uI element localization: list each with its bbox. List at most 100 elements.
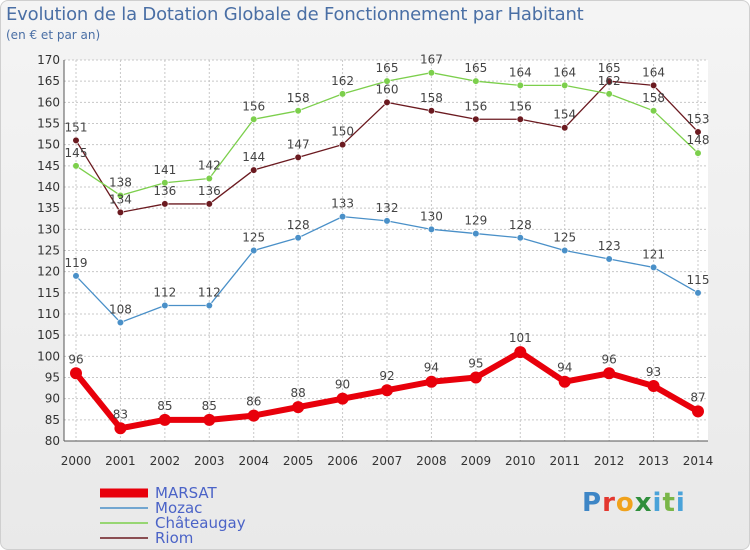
grid	[64, 59, 708, 442]
data-label-mozac: 108	[109, 302, 132, 316]
data-point-marsat	[247, 409, 260, 422]
data-point-riom	[338, 141, 347, 149]
data-point-mozac	[383, 217, 391, 225]
data-point-chateaugay	[694, 149, 702, 157]
data-point-riom	[72, 136, 80, 145]
y-tick-label: 110	[37, 307, 60, 321]
x-tick-label: 2014	[683, 454, 714, 468]
data-label-chateaugay: 164	[509, 65, 532, 79]
data-label-chateaugay: 162	[598, 74, 621, 88]
data-point-chateaugay	[205, 174, 213, 183]
chart-title: Evolution de la Dotation Globale de Fonc…	[6, 4, 584, 25]
data-point-riom	[694, 128, 702, 136]
data-label-riom: 151	[65, 120, 88, 134]
data-point-mozac	[116, 318, 125, 327]
data-label-riom: 160	[376, 82, 399, 96]
x-tick-label: 2001	[105, 454, 136, 468]
data-point-mozac	[472, 229, 480, 238]
y-tick-label: 170	[37, 53, 60, 67]
data-point-riom	[561, 124, 569, 132]
data-point-marsat	[381, 384, 393, 397]
y-tick-label: 140	[37, 180, 60, 194]
data-point-mozac	[72, 272, 80, 280]
y-tick-label: 135	[37, 201, 60, 215]
data-label-marsat: 92	[379, 369, 394, 383]
data-point-riom	[472, 115, 480, 123]
data-point-riom	[605, 77, 613, 85]
data-point-mozac	[605, 255, 613, 263]
data-point-marsat	[514, 346, 527, 359]
data-point-riom	[250, 166, 258, 174]
data-point-mozac	[649, 263, 658, 272]
data-label-mozac: 125	[242, 231, 265, 245]
data-label-marsat: 86	[246, 395, 261, 409]
data-label-chateaugay: 156	[242, 99, 265, 113]
data-label-riom: 164	[642, 65, 665, 79]
axes: 80 85 90 95 100 105 110 115 120 125 130 135 140 145 15…	[37, 53, 713, 468]
data-point-mozac	[694, 289, 702, 297]
y-tick-label: 130	[37, 222, 60, 236]
data-point-riom	[649, 81, 658, 89]
data-point-chateaugay	[605, 90, 613, 98]
data-label-riom: 150	[331, 125, 354, 139]
legend-label-mozac: Mozac	[155, 499, 202, 517]
data-label-chateaugay: 138	[109, 175, 132, 189]
data-point-marsat	[292, 401, 305, 414]
data-point-chateaugay	[250, 115, 258, 123]
data-label-chateaugay: 165	[464, 61, 487, 75]
data-point-marsat	[469, 371, 482, 384]
data-label-riom: 147	[287, 137, 310, 151]
legend-label-marsat: MARSAT	[155, 484, 218, 502]
data-point-marsat	[203, 413, 216, 426]
data-point-marsat	[558, 375, 571, 388]
x-tick-label: 2000	[61, 454, 92, 468]
data-label-chateaugay: 141	[153, 163, 176, 177]
legend-label-riom: Riom	[155, 529, 193, 547]
x-tick-label: 2008	[416, 454, 447, 468]
data-point-mozac	[250, 246, 258, 255]
legend-label-chateaugay: Châteaugay	[155, 514, 246, 532]
x-tick-label: 2007	[372, 454, 403, 468]
data-label-riom: 156	[509, 99, 532, 113]
x-tick-label: 2006	[327, 454, 358, 468]
data-point-riom	[383, 98, 391, 106]
data-point-riom	[294, 153, 302, 161]
data-point-chateaugay	[649, 107, 658, 115]
x-tick-label: 2010	[505, 454, 536, 468]
data-label-mozac: 115	[687, 273, 710, 287]
data-label-marsat: 83	[113, 407, 128, 421]
y-tick-label: 155	[37, 117, 60, 131]
data-point-riom	[205, 200, 213, 208]
data-point-mozac	[561, 246, 569, 255]
x-tick-label: 2013	[638, 454, 669, 468]
data-point-mozac	[161, 301, 169, 310]
data-label-mozac: 132	[376, 201, 399, 215]
data-point-chateaugay	[561, 81, 569, 89]
x-tick-label: 2003	[194, 454, 225, 468]
data-label-chateaugay: 162	[331, 74, 354, 88]
chart-subtitle: (en € et par an)	[6, 28, 101, 42]
data-point-riom	[116, 208, 125, 216]
data-label-marsat: 96	[68, 352, 83, 366]
data-point-marsat	[158, 413, 171, 426]
data-point-mozac	[205, 301, 213, 310]
x-tick-label: 2009	[461, 454, 492, 468]
y-tick-label: 85	[45, 413, 60, 427]
y-tick-label: 100	[37, 349, 60, 363]
data-point-marsat	[603, 367, 616, 380]
data-label-marsat: 96	[602, 352, 617, 366]
data-label-marsat: 85	[202, 399, 217, 413]
data-label-mozac: 128	[509, 218, 532, 232]
data-label-mozac: 129	[464, 214, 487, 228]
data-point-marsat	[114, 422, 127, 435]
x-tick-label: 2002	[150, 454, 181, 468]
x-tick-label: 2004	[238, 454, 269, 468]
data-label-marsat: 90	[335, 378, 350, 392]
data-point-mozac	[338, 213, 347, 221]
data-point-marsat	[425, 375, 438, 388]
y-tick-label: 145	[37, 159, 60, 173]
data-point-chateaugay	[472, 77, 480, 85]
y-tick-label: 95	[45, 371, 60, 385]
data-label-mozac: 123	[598, 239, 621, 253]
